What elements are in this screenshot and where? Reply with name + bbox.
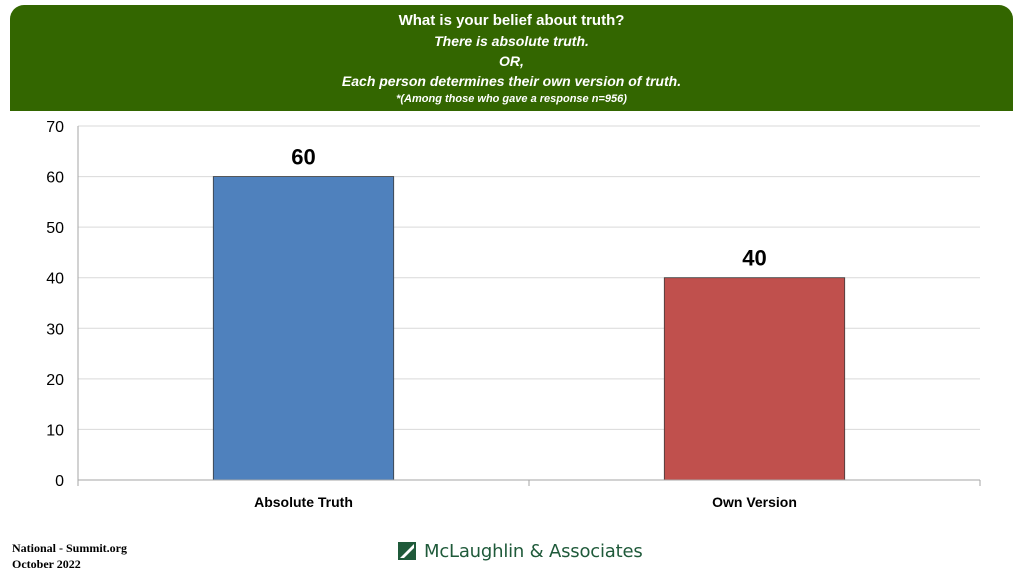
y-tick-label: 20 (46, 372, 64, 389)
sample-note: *(Among those who gave a response n=956) (396, 93, 627, 105)
bar-absolute-truth (212, 176, 395, 481)
logo-text: McLaughlin & Associates (424, 540, 643, 562)
chart-header: What is your belief about truth? There i… (10, 5, 1013, 111)
x-tick-label: Own Version (712, 494, 797, 510)
x-tick-label: Absolute Truth (254, 494, 353, 510)
company-logo: McLaughlin & Associates (398, 538, 643, 564)
data-label: 60 (291, 145, 315, 170)
footer-date: October 2022 (12, 557, 81, 571)
data-label: 40 (742, 246, 766, 271)
y-tick-label: 30 (46, 321, 64, 338)
chart-title: What is your belief about truth? (398, 12, 625, 29)
bars (212, 176, 846, 481)
mclaughlin-logo-icon (398, 542, 416, 560)
bar-own-version (663, 277, 846, 481)
y-tick-label: 70 (46, 119, 64, 136)
axes (77, 126, 981, 486)
footer-source-line-1: National - Summit.org (12, 541, 127, 555)
option-1-text: There is absolute truth. (434, 33, 589, 49)
or-text: OR, (499, 53, 524, 69)
footer-source: National - Summit.org October 2022 (12, 540, 127, 572)
y-tick-label: 50 (46, 220, 64, 237)
option-2-text: Each person determines their own version… (341, 73, 682, 89)
y-tick-label: 10 (46, 422, 64, 439)
y-tick-label: 0 (55, 473, 64, 490)
y-tick-label: 60 (46, 170, 64, 187)
y-tick-label: 40 (46, 271, 64, 288)
labels: 0 10 20 30 40 50 60 70 60 Absolute Truth 40 Own Ver… (46, 119, 797, 510)
